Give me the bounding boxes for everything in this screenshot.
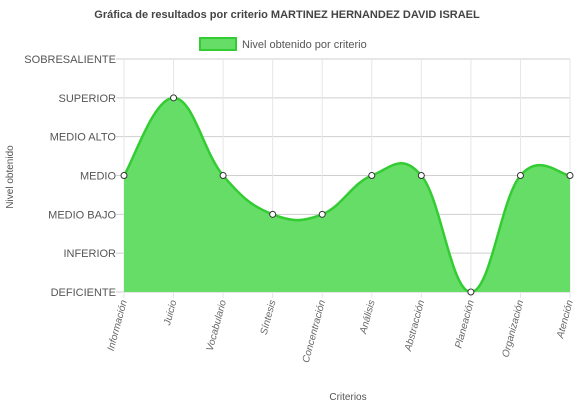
data-point-5[interactable] — [368, 172, 376, 179]
series-area-fill — [124, 97, 570, 292]
legend-swatch — [199, 37, 237, 51]
data-point-7[interactable] — [467, 288, 475, 296]
data-point-3[interactable] — [269, 210, 277, 218]
y-tick-label: MEDIO ALTO — [50, 132, 117, 144]
data-point-4[interactable] — [318, 210, 326, 218]
series-line — [122, 96, 571, 294]
x-tick-label: Abstracción — [403, 299, 428, 354]
y-tick-label: SOBRESALIENTE — [24, 54, 116, 66]
data-point-0[interactable] — [120, 172, 128, 179]
x-tick-label: Síntesis — [259, 299, 279, 336]
data-point-6[interactable] — [417, 172, 425, 179]
legend[interactable]: Nivel obtenido por criterio — [199, 37, 367, 51]
legend-label: Nivel obtenido por criterio — [242, 39, 367, 51]
x-tick-label: Concentración — [301, 299, 328, 365]
y-axis-title: Nivel obtenido — [5, 145, 16, 209]
x-tick-label: Atención — [555, 299, 574, 341]
data-point-1[interactable] — [170, 94, 178, 102]
x-tick-label: Información — [106, 299, 130, 353]
y-tick-label: SUPERIOR — [59, 93, 117, 105]
y-tick-label: INFERIOR — [63, 248, 116, 260]
x-axis-title: Criterios — [329, 392, 366, 403]
series-area — [122, 96, 571, 294]
x-tick-label: Vocabulario — [205, 299, 229, 353]
data-point-2[interactable] — [219, 172, 227, 179]
y-tick-label: MEDIO BAJO — [48, 209, 116, 221]
y-tick-label: DEFICIENTE — [51, 287, 116, 299]
x-tick-label: Análisis — [358, 299, 378, 336]
x-tick-label: Organización — [500, 299, 526, 359]
x-axis-ticks: Información Juicio Vocabulario Síntesis Conc… — [106, 299, 574, 365]
x-tick-label: Juicio — [162, 299, 180, 328]
y-tick-label: MEDIO — [80, 171, 117, 183]
data-point-9[interactable] — [566, 172, 574, 179]
data-point-8[interactable] — [516, 172, 524, 179]
x-tick-label: Planeación — [453, 299, 477, 350]
y-axis-ticks: DEFICIENTE INFERIOR MEDIO BAJO MEDIO MEDIO A… — [24, 54, 116, 299]
chart-title: Gráfica de resultados por criterio MARTI… — [94, 9, 480, 21]
data-points — [120, 94, 574, 296]
